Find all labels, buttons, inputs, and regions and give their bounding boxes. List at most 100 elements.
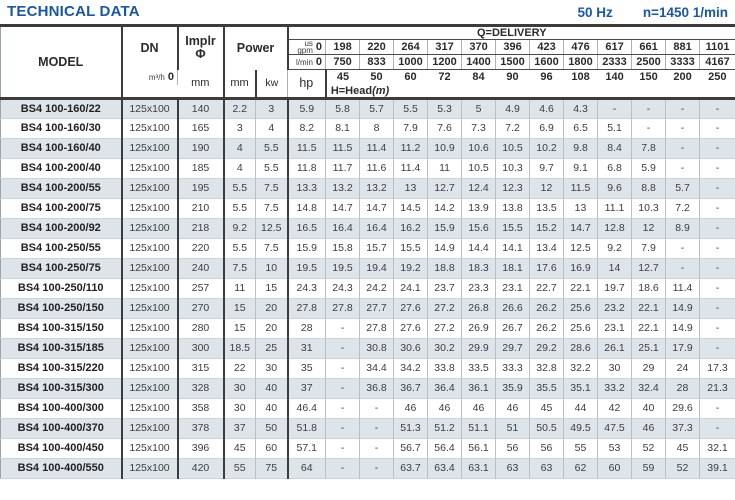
head-value-cell: 5 <box>461 98 496 118</box>
head-value-cell: 25.1 <box>631 338 666 358</box>
head-value-cell: 36.8 <box>359 378 394 398</box>
impeller-cell: 190 <box>177 138 225 158</box>
power-kw-cell: 15 <box>223 318 256 338</box>
head-value-cell: 11 <box>427 158 462 178</box>
power-kw-cell: 37 <box>223 418 256 438</box>
head-value-cell: 46.4 <box>296 402 317 414</box>
head-value-cell: - <box>699 278 735 298</box>
table-row: BS4 100-160/22 125x100 140 2.2 3 5.9 5.8 5.7 5.5… <box>0 98 735 118</box>
head-value-cell: 64 <box>300 462 313 474</box>
table-body: BS4 100-160/22 125x100 140 2.2 3 5.9 5.8 5.7 5.5… <box>0 98 735 478</box>
table-row: BS4 100-160/40 125x100 190 4 5.5 11.5 11.5 11.4… <box>0 138 735 158</box>
head-value-cell: 23.1 <box>495 278 530 298</box>
impeller-cell: 195 <box>177 178 225 198</box>
head-value-cell: 63.1 <box>461 458 496 478</box>
head-value-cell: - <box>359 418 394 438</box>
delivery-unit-label: l/min <box>296 57 313 67</box>
head-value-cell: - <box>325 398 360 418</box>
head-value-cell: 28.6 <box>563 338 598 358</box>
head-value-cell: 11.7 <box>325 158 360 178</box>
head-value-cell: 18.3 <box>461 258 496 278</box>
power-kw-cell: 4 <box>223 158 256 178</box>
head-value-cell: 29 <box>631 358 666 378</box>
table-row: BS4 100-250/150 125x100 270 15 20 27.8 27.8 27.… <box>0 298 735 318</box>
delivery-value: 1101 <box>699 39 735 55</box>
model-cell: BS4 100-160/22 <box>0 98 123 118</box>
delivery-value: 1000 <box>393 54 428 70</box>
head-value-cell: 36.1 <box>461 378 496 398</box>
head-value-cell: 56 <box>529 438 564 458</box>
head-value-cell: - <box>699 178 735 198</box>
delivery-value: 220 <box>359 39 394 55</box>
impeller-cell: 328 <box>177 378 225 398</box>
head-value-cell: 6.8 <box>597 158 632 178</box>
power-kw-cell: 45 <box>223 438 256 458</box>
head-value-cell: 57.1 <box>296 442 317 454</box>
head-value-cell: - <box>359 438 394 458</box>
head-value-cell: 13 <box>393 178 428 198</box>
head-value-cell: 56.7 <box>393 438 428 458</box>
head-value-cell: 14 <box>597 258 632 278</box>
model-cell: BS4 100-250/110 <box>0 278 123 298</box>
head-value-cell: 24.3 <box>325 278 360 298</box>
head-value-cell: 50.5 <box>529 418 564 438</box>
dn-column-header: DN <box>121 25 179 70</box>
delivery-value: 45 <box>325 69 360 85</box>
head-value-cell: 28 <box>665 378 700 398</box>
model-cell: BS4 100-400/300 <box>0 398 123 418</box>
delivery-value: 84 <box>461 69 496 85</box>
dn-cell: 125x100 <box>121 318 179 338</box>
head-value-cell: 11.4 <box>393 158 428 178</box>
head-value-cell: 4.3 <box>563 98 598 118</box>
head-value-cell: 46 <box>631 418 666 438</box>
dn-cell: 125x100 <box>121 138 179 158</box>
dn-cell: 125x100 <box>121 458 179 478</box>
dn-cell: 125x100 <box>121 338 179 358</box>
head-value-cell: 27.8 <box>359 318 394 338</box>
head-value-cell: 10.9 <box>427 138 462 158</box>
head-value-cell: 46 <box>461 398 496 418</box>
table-row: BS4 100-315/150 125x100 280 15 20 28-27.8 27.6… <box>0 318 735 338</box>
delivery-zero-value: 0 <box>167 71 174 83</box>
head-value-cell: 7.2 <box>665 198 700 218</box>
head-value-cell: 8.1 <box>325 118 360 138</box>
delivery-value: 750 <box>325 54 360 70</box>
delivery-value: 60 <box>393 69 428 85</box>
head-value-cell: - <box>665 98 700 118</box>
head-value-cell: 22.7 <box>529 278 564 298</box>
head-value-cell: 23.3 <box>461 278 496 298</box>
head-value-cell: 44 <box>563 398 598 418</box>
model-cell: BS4 100-315/220 <box>0 358 123 378</box>
head-value-cell: - <box>359 458 394 478</box>
head-value-cell: 4.6 <box>529 98 564 118</box>
power-kw-cell: 9.2 <box>223 218 256 238</box>
head-value-cell: 27.2 <box>427 298 462 318</box>
head-value-cell: 21.3 <box>699 378 735 398</box>
head-value-cell: 12.5 <box>563 238 598 258</box>
page-title: TECHNICAL DATA <box>7 3 140 20</box>
delivery-unit-zero-cell: us gpm 0 <box>287 39 326 55</box>
head-value-cell: 33.3 <box>495 358 530 378</box>
power-kw-cell: 5.5 <box>223 178 256 198</box>
delivery-value: 96 <box>529 69 564 85</box>
table-row: BS4 100-400/370 125x100 378 37 50 51.8- -51.3 5… <box>0 418 735 438</box>
head-value-cell: - <box>325 458 360 478</box>
head-value-cell: 55 <box>563 438 598 458</box>
delivery-value: 2333 <box>597 54 632 70</box>
head-value-cell: 15.7 <box>359 238 394 258</box>
delivery-value: 1200 <box>427 54 462 70</box>
head-value-cell: 8.9 <box>665 218 700 238</box>
head-value-cell: 15.5 <box>495 218 530 238</box>
head-value-cell: - <box>699 98 735 118</box>
head-value-cell: 35 <box>300 362 313 374</box>
head-value-cell: 26.8 <box>461 298 496 318</box>
model-cell: BS4 100-160/30 <box>0 118 123 138</box>
head-value-cell: 22.1 <box>563 278 598 298</box>
delivery-header: Q=DELIVERY <box>287 25 735 40</box>
head-value-cell: 11.5 <box>296 142 317 154</box>
delivery-unit-zero-cell: m³/h 0 <box>121 69 178 85</box>
power-kw-cell: 7.5 <box>223 258 256 278</box>
head-value-cell: 16.2 <box>393 218 428 238</box>
power-hp-cell: 7.5 <box>255 178 289 198</box>
